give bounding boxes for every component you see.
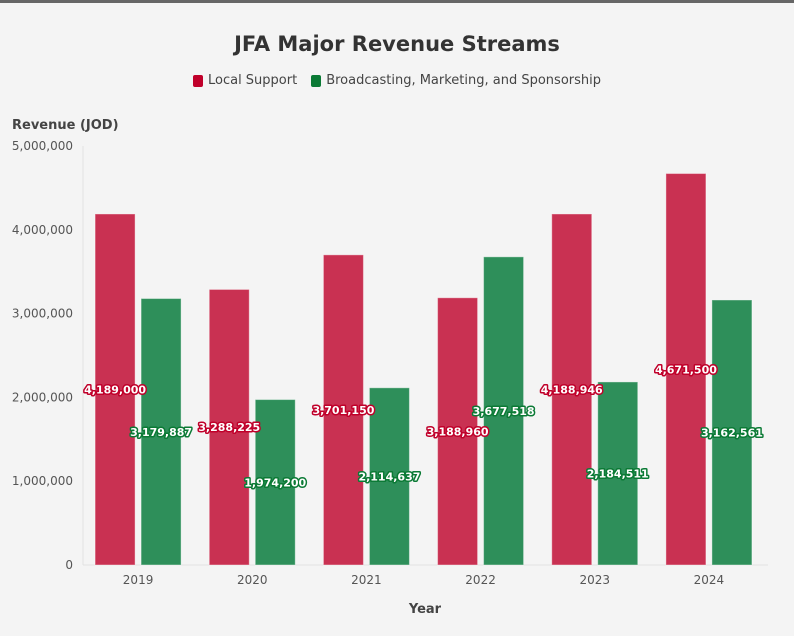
y-tick-label: 2,000,000	[12, 390, 73, 404]
legend-item-broadcasting[interactable]: Broadcasting, Marketing, and Sponsorship	[311, 73, 601, 88]
x-tick-label: 2020	[237, 573, 268, 587]
bar-local-support	[322, 254, 364, 566]
bar-broadcasting	[711, 299, 753, 566]
legend-swatch	[192, 74, 203, 87]
data-label: 2,184,511	[587, 467, 649, 480]
legend: Local Support Broadcasting, Marketing, a…	[0, 73, 794, 88]
data-label: 3,288,225	[198, 421, 260, 434]
chart-title: JFA Major Revenue Streams	[234, 32, 560, 56]
data-label: 3,179,887	[130, 426, 192, 439]
legend-swatch	[311, 74, 322, 87]
bar-local-support	[437, 297, 479, 566]
data-label: 4,189,000	[84, 383, 146, 396]
data-label: 3,162,561	[701, 426, 763, 439]
x-tick-label: 2021	[351, 573, 382, 587]
data-label: 1,974,200	[244, 476, 306, 489]
bar-local-support	[665, 173, 707, 566]
y-tick-label: 5,000,000	[12, 139, 73, 153]
x-tick-label: 2022	[465, 573, 496, 587]
bar-broadcasting	[597, 381, 639, 566]
y-tick-label: 0	[65, 558, 73, 572]
data-label: 3,701,150	[312, 404, 374, 417]
legend-item-local-support[interactable]: Local Support	[192, 73, 298, 88]
y-tick-label: 3,000,000	[12, 307, 73, 321]
bar-broadcasting	[140, 298, 182, 566]
data-label: 3,677,518	[473, 405, 535, 418]
data-label: 3,188,960	[427, 425, 489, 438]
x-tick-label: 2024	[694, 573, 725, 587]
x-tick-label: 2019	[123, 573, 154, 587]
data-label: 4,188,946	[541, 383, 603, 396]
data-label: 2,114,637	[358, 470, 420, 483]
x-axis-title: Year	[408, 602, 442, 617]
bar-local-support	[551, 213, 593, 566]
data-label: 4,671,500	[655, 363, 717, 376]
y-axis-title: Revenue (JOD)	[12, 118, 119, 133]
bar-local-support	[208, 288, 250, 566]
bar-broadcasting	[254, 399, 296, 566]
x-tick-label: 2023	[579, 573, 610, 587]
y-tick-label: 4,000,000	[12, 223, 73, 237]
top-border	[0, 0, 794, 3]
y-tick-label: 1,000,000	[12, 474, 73, 488]
legend-label: Local Support	[207, 73, 298, 88]
legend-label: Broadcasting, Marketing, and Sponsorship	[326, 73, 601, 88]
bar-broadcasting	[483, 256, 525, 566]
bar-broadcasting	[368, 387, 410, 566]
bar-local-support	[94, 213, 136, 566]
